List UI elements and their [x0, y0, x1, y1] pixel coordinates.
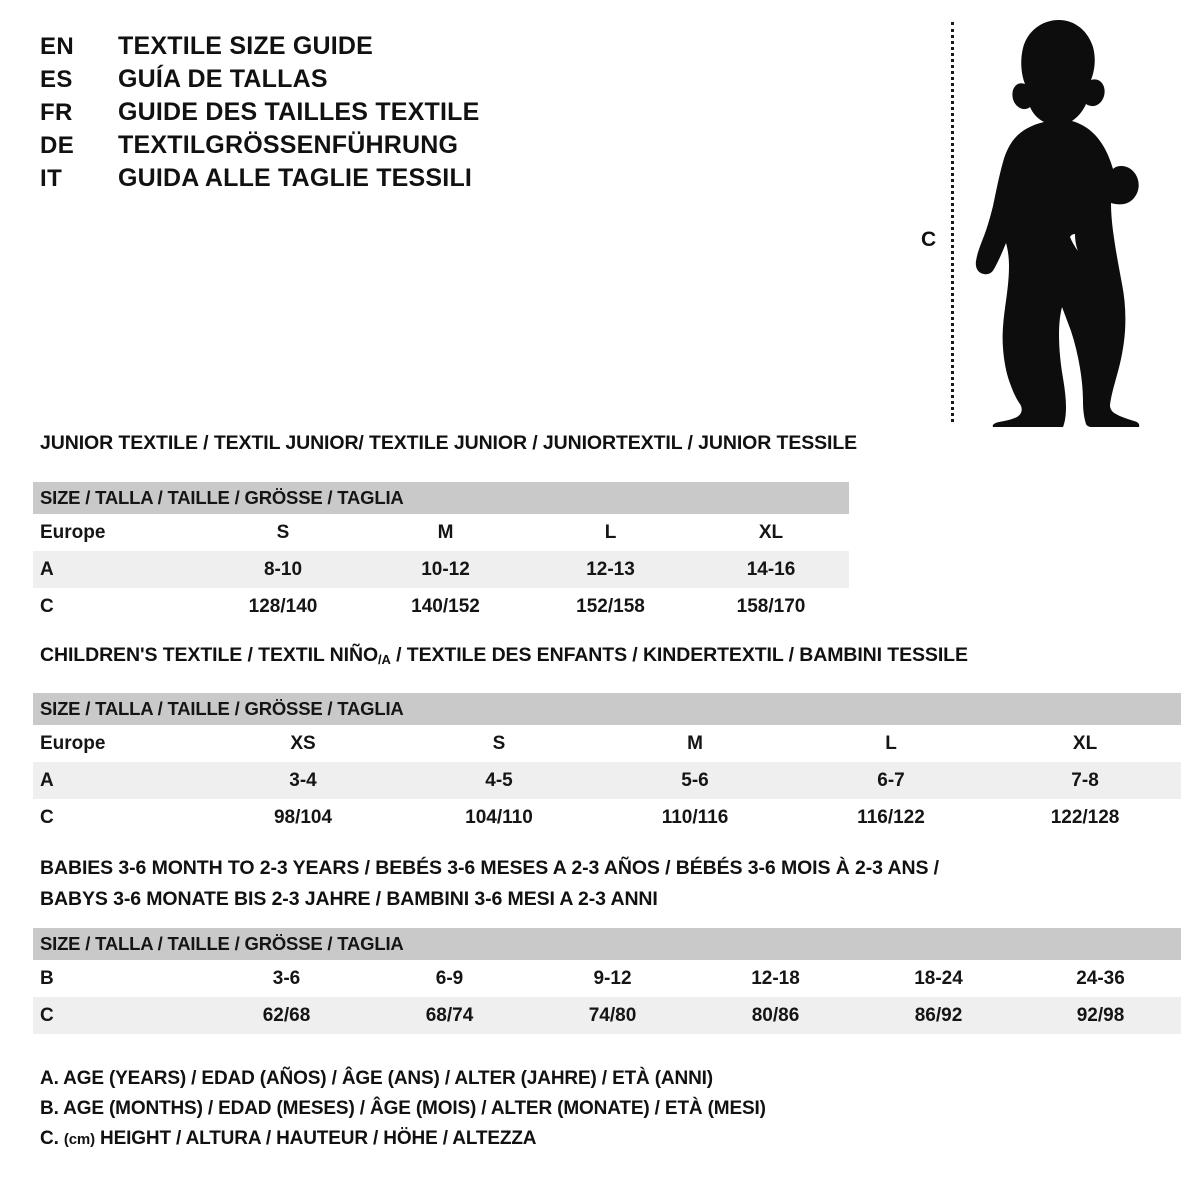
cell-value: 6-9	[368, 960, 531, 997]
row-label: Europe	[33, 725, 205, 762]
cell-value: 14-16	[693, 551, 850, 588]
row-label: Europe	[33, 514, 203, 551]
row-label: A	[33, 762, 205, 799]
row-label: C	[33, 997, 205, 1034]
language-row-fr: FR GUIDE DES TAILLES TEXTILE	[40, 98, 600, 131]
cell-value: 116/122	[793, 799, 989, 836]
table-row: C 128/140 140/152 152/158 158/170	[33, 588, 850, 625]
children-title-part2: / TEXTILE DES ENFANTS / KINDERTEXTIL / B…	[390, 644, 968, 666]
cell-value: 4-5	[401, 762, 597, 799]
cell-value: 5-6	[597, 762, 793, 799]
height-measurement-figure: C	[905, 10, 1165, 430]
row-label: C	[33, 588, 203, 625]
babies-size-table: SIZE / TALLA / TAILLE / GRÖSSE / TAGLIA …	[33, 928, 1182, 1034]
height-dashed-line-icon	[951, 22, 954, 422]
cell-value: 104/110	[401, 799, 597, 836]
language-code-it: IT	[40, 165, 63, 192]
guide-title-de: TEXTILGRÖSSENFÜHRUNG	[118, 131, 459, 159]
legend-line-a: A. AGE (YEARS) / EDAD (AÑOS) / ÂGE (ANS)…	[40, 1068, 713, 1089]
row-label: A	[33, 551, 203, 588]
babies-table-header-label: SIZE / TALLA / TAILLE / GRÖSSE / TAGLIA	[33, 928, 1182, 960]
table-row: C 98/104 104/110 110/116 116/122 122/128	[33, 799, 1182, 836]
junior-table-header-label: SIZE / TALLA / TAILLE / GRÖSSE / TAGLIA	[33, 482, 850, 514]
language-row-en: EN TEXTILE SIZE GUIDE	[40, 32, 600, 65]
cell-value: S	[203, 514, 363, 551]
height-dimension-label: C	[921, 228, 937, 251]
table-row: Europe S M L XL	[33, 514, 850, 551]
language-code-de: DE	[40, 132, 75, 159]
cell-value: 92/98	[1020, 997, 1182, 1034]
cell-value: M	[363, 514, 528, 551]
junior-size-table: SIZE / TALLA / TAILLE / GRÖSSE / TAGLIA …	[33, 482, 850, 625]
children-title-part1: CHILDREN'S TEXTILE / TEXTIL NIÑO	[40, 644, 379, 666]
table-row: B 3-6 6-9 9-12 12-18 18-24 24-36	[33, 960, 1182, 997]
cell-value: 86/92	[857, 997, 1020, 1034]
cell-value: 80/86	[694, 997, 857, 1034]
cell-value: XS	[205, 725, 401, 762]
table-row: C 62/68 68/74 74/80 80/86 86/92 92/98	[33, 997, 1182, 1034]
cell-value: 9-12	[531, 960, 694, 997]
cell-value: 6-7	[793, 762, 989, 799]
cell-value: 18-24	[857, 960, 1020, 997]
cell-value: 128/140	[203, 588, 363, 625]
cell-value: M	[597, 725, 793, 762]
children-size-table: SIZE / TALLA / TAILLE / GRÖSSE / TAGLIA …	[33, 693, 1182, 836]
language-code-en: EN	[40, 33, 75, 60]
legend-c-rest: HEIGHT / ALTURA / HAUTEUR / HÖHE / ALTEZ…	[94, 1128, 537, 1149]
table-header-row: SIZE / TALLA / TAILLE / GRÖSSE / TAGLIA	[33, 482, 850, 514]
table-header-row: SIZE / TALLA / TAILLE / GRÖSSE / TAGLIA	[33, 693, 1182, 725]
legend-line-c: C. (cm) HEIGHT / ALTURA / HAUTEUR / HÖHE…	[40, 1128, 766, 1158]
language-code-es: ES	[40, 66, 73, 93]
table-row: Europe XS S M L XL	[33, 725, 1182, 762]
cell-value: XL	[693, 514, 850, 551]
guide-title-it: GUIDA ALLE TAGLIE TESSILI	[118, 164, 473, 192]
table-row: A 8-10 10-12 12-13 14-16	[33, 551, 850, 588]
children-title-subscript: /A	[378, 652, 391, 667]
babies-section-title-line2: BABYS 3-6 MONATE BIS 2-3 JAHRE / BAMBINI…	[40, 888, 658, 910]
cell-value: L	[528, 514, 693, 551]
cell-value: L	[793, 725, 989, 762]
cell-value: 10-12	[363, 551, 528, 588]
cell-value: 3-6	[205, 960, 368, 997]
cell-value: 12-18	[694, 960, 857, 997]
cell-value: 158/170	[693, 588, 850, 625]
cell-value: XL	[989, 725, 1182, 762]
babies-section-title-line1: BABIES 3-6 MONTH TO 2-3 YEARS / BEBÉS 3-…	[40, 857, 939, 879]
cell-value: S	[401, 725, 597, 762]
language-row-de: DE TEXTILGRÖSSENFÜHRUNG	[40, 131, 600, 164]
cell-value: 24-36	[1020, 960, 1182, 997]
cell-value: 8-10	[203, 551, 363, 588]
guide-title-fr: GUIDE DES TAILLES TEXTILE	[118, 98, 480, 126]
cell-value: 68/74	[368, 997, 531, 1034]
cell-value: 62/68	[205, 997, 368, 1034]
cell-value: 152/158	[528, 588, 693, 625]
language-code-fr: FR	[40, 99, 73, 126]
table-row: A 3-4 4-5 5-6 6-7 7-8	[33, 762, 1182, 799]
cell-value: 74/80	[531, 997, 694, 1034]
measurement-legend: A. AGE (YEARS) / EDAD (AÑOS) / ÂGE (ANS)…	[40, 1068, 766, 1158]
cell-value: 3-4	[205, 762, 401, 799]
children-table-header-label: SIZE / TALLA / TAILLE / GRÖSSE / TAGLIA	[33, 693, 1182, 725]
cell-value: 7-8	[989, 762, 1182, 799]
children-section-title: CHILDREN'S TEXTILE / TEXTIL NIÑO/A / TEX…	[40, 644, 968, 667]
cell-value: 122/128	[989, 799, 1182, 836]
table-header-row: SIZE / TALLA / TAILLE / GRÖSSE / TAGLIA	[33, 928, 1182, 960]
legend-c-unit: (cm)	[63, 1131, 95, 1148]
language-row-es: ES GUÍA DE TALLAS	[40, 65, 600, 98]
legend-c-prefix: C.	[40, 1128, 64, 1149]
toddler-silhouette-icon	[975, 20, 1140, 427]
language-row-it: IT GUIDA ALLE TAGLIE TESSILI	[40, 164, 600, 197]
row-label: B	[33, 960, 205, 997]
language-header-block: EN TEXTILE SIZE GUIDE ES GUÍA DE TALLAS …	[40, 32, 600, 197]
row-label: C	[33, 799, 205, 836]
cell-value: 110/116	[597, 799, 793, 836]
guide-title-en: TEXTILE SIZE GUIDE	[118, 32, 374, 60]
cell-value: 12-13	[528, 551, 693, 588]
guide-title-es: GUÍA DE TALLAS	[118, 65, 328, 93]
cell-value: 140/152	[363, 588, 528, 625]
junior-section-title: JUNIOR TEXTILE / TEXTIL JUNIOR/ TEXTILE …	[40, 432, 858, 454]
legend-line-b: B. AGE (MONTHS) / EDAD (MESES) / ÂGE (MO…	[40, 1098, 766, 1119]
cell-value: 98/104	[205, 799, 401, 836]
